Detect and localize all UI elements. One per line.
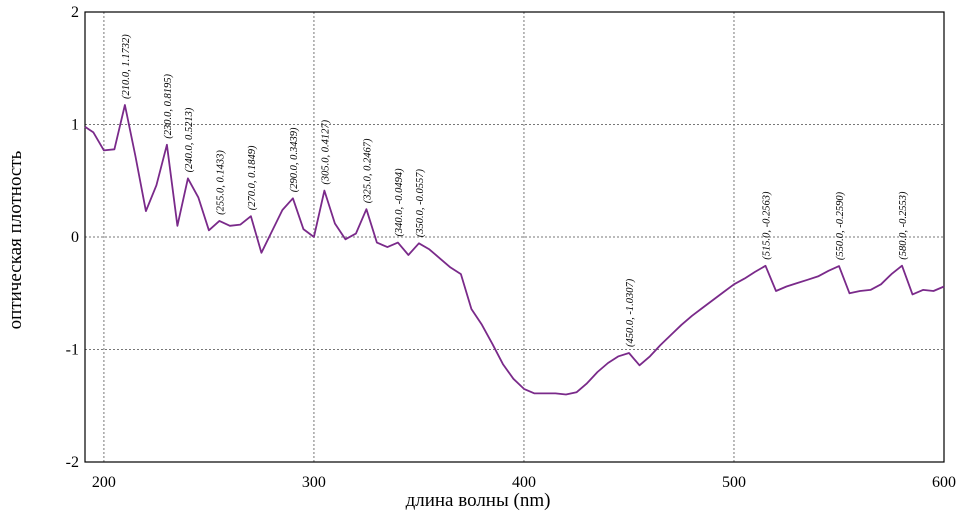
x-tick-label: 600 (932, 474, 956, 491)
x-tick-label: 500 (722, 474, 746, 491)
spectrum-series-line (84, 104, 945, 396)
peak-annotation-label: (515.0, -0.2563) (762, 191, 773, 260)
peak-annotation-label: (580.0, -0.2553) (898, 191, 909, 260)
peak-annotation-label: (340.0, -0.0494) (394, 168, 405, 237)
grid-lines (85, 12, 944, 462)
y-tick-label: 1 (71, 117, 79, 134)
peak-annotation-label: (210.0, 1.1732) (121, 34, 132, 99)
x-tick-label: 300 (302, 474, 326, 491)
peak-annotation-label: (450.0, -1.0307) (625, 278, 636, 347)
x-axis-title: длина волны (nm) (406, 490, 551, 511)
y-tick-label: 2 (71, 4, 79, 21)
y-axis-title: оптическая плотность (5, 150, 26, 329)
peak-annotation-label: (240.0, 0.5213) (184, 107, 195, 172)
peak-annotation-label: (350.0, -0.0557) (415, 169, 426, 238)
peak-annotation-label: (270.0, 0.1849) (247, 145, 258, 210)
peak-annotation-label: (230.0, 0.8195) (163, 74, 174, 139)
peak-annotation-label: (255.0, 0.1433) (215, 150, 226, 215)
y-tick-label: -2 (66, 454, 79, 471)
plot-frame (84, 11, 945, 463)
peak-annotation-label: (325.0, 0.2467) (362, 138, 373, 203)
tick-labels: 200 300 400 500 600 2 1 0 -1 -2 (66, 4, 956, 491)
peak-annotations: (210.0, 1.1732) (230.0, 0.8195) (240.0, 0.… (121, 34, 909, 347)
axes (84, 11, 945, 463)
peak-annotation-label: (305.0, 0.4127) (320, 119, 331, 184)
x-tick-label: 200 (92, 474, 116, 491)
peak-annotation-label: (290.0, 0.3439) (289, 127, 300, 192)
y-tick-label: -1 (66, 342, 79, 359)
peak-annotation-label: (550.0, -0.2590) (835, 191, 846, 260)
y-tick-label: 0 (71, 229, 79, 246)
x-tick-label: 400 (512, 474, 536, 491)
